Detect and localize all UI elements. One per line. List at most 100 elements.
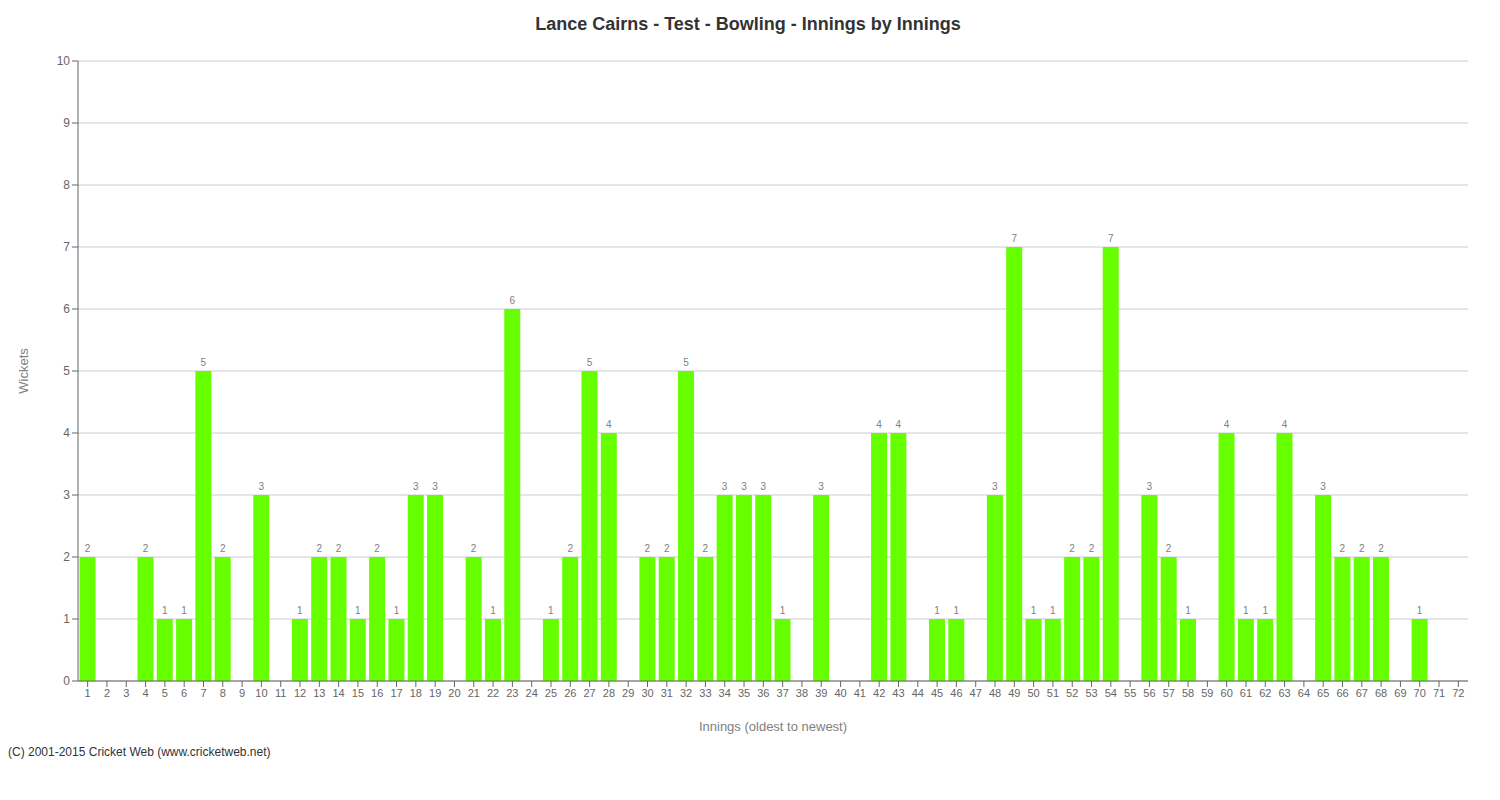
svg-text:55: 55 xyxy=(1124,687,1136,699)
svg-text:46: 46 xyxy=(950,687,962,699)
svg-text:7: 7 xyxy=(1011,233,1017,244)
svg-text:22: 22 xyxy=(487,687,499,699)
svg-text:2: 2 xyxy=(316,543,322,554)
svg-text:50: 50 xyxy=(1028,687,1040,699)
svg-text:Innings (oldest to newest): Innings (oldest to newest) xyxy=(699,719,847,734)
svg-text:35: 35 xyxy=(738,687,750,699)
svg-text:9: 9 xyxy=(239,687,245,699)
svg-text:2: 2 xyxy=(336,543,342,554)
svg-text:3: 3 xyxy=(432,481,438,492)
svg-text:2: 2 xyxy=(1069,543,1075,554)
svg-text:38: 38 xyxy=(796,687,808,699)
svg-text:1: 1 xyxy=(1243,605,1249,616)
svg-text:32: 32 xyxy=(680,687,692,699)
svg-text:61: 61 xyxy=(1240,687,1252,699)
svg-text:1: 1 xyxy=(181,605,187,616)
svg-text:68: 68 xyxy=(1375,687,1387,699)
svg-text:64: 64 xyxy=(1298,687,1310,699)
svg-text:1: 1 xyxy=(1185,605,1191,616)
svg-text:5: 5 xyxy=(587,357,593,368)
svg-text:1: 1 xyxy=(490,605,496,616)
svg-text:4: 4 xyxy=(1224,419,1230,430)
svg-text:1: 1 xyxy=(934,605,940,616)
svg-text:2: 2 xyxy=(471,543,477,554)
svg-text:1: 1 xyxy=(355,605,361,616)
svg-text:1: 1 xyxy=(297,605,303,616)
svg-text:1: 1 xyxy=(63,612,70,626)
svg-text:11: 11 xyxy=(275,687,286,699)
svg-text:49: 49 xyxy=(1008,687,1020,699)
svg-text:26: 26 xyxy=(564,687,576,699)
svg-text:69: 69 xyxy=(1394,687,1406,699)
svg-text:37: 37 xyxy=(777,687,789,699)
svg-text:5: 5 xyxy=(63,364,70,378)
svg-text:51: 51 xyxy=(1047,687,1059,699)
svg-text:30: 30 xyxy=(641,687,653,699)
svg-text:3: 3 xyxy=(1147,481,1153,492)
svg-text:41: 41 xyxy=(854,687,866,699)
svg-text:20: 20 xyxy=(448,687,460,699)
svg-text:67: 67 xyxy=(1356,687,1368,699)
svg-text:15: 15 xyxy=(352,687,364,699)
svg-text:43: 43 xyxy=(892,687,904,699)
svg-text:3: 3 xyxy=(818,481,824,492)
svg-text:23: 23 xyxy=(506,687,518,699)
svg-text:24: 24 xyxy=(526,687,538,699)
svg-text:31: 31 xyxy=(661,687,673,699)
svg-text:2: 2 xyxy=(1166,543,1172,554)
svg-text:45: 45 xyxy=(931,687,943,699)
svg-text:4: 4 xyxy=(63,426,70,440)
svg-text:58: 58 xyxy=(1182,687,1194,699)
svg-text:47: 47 xyxy=(970,687,982,699)
svg-text:28: 28 xyxy=(603,687,615,699)
svg-text:3: 3 xyxy=(1320,481,1326,492)
svg-text:19: 19 xyxy=(429,687,441,699)
svg-text:1: 1 xyxy=(1417,605,1423,616)
svg-text:27: 27 xyxy=(583,687,595,699)
svg-text:2: 2 xyxy=(143,543,149,554)
svg-text:25: 25 xyxy=(545,687,557,699)
svg-text:54: 54 xyxy=(1105,687,1117,699)
svg-text:5: 5 xyxy=(162,687,168,699)
svg-text:66: 66 xyxy=(1336,687,1348,699)
svg-text:1: 1 xyxy=(85,687,91,699)
svg-text:72: 72 xyxy=(1452,687,1464,699)
svg-text:53: 53 xyxy=(1085,687,1097,699)
svg-text:16: 16 xyxy=(371,687,383,699)
svg-text:4: 4 xyxy=(606,419,612,430)
svg-text:2: 2 xyxy=(1340,543,1346,554)
svg-text:34: 34 xyxy=(719,687,731,699)
svg-text:3: 3 xyxy=(259,481,265,492)
svg-text:59: 59 xyxy=(1201,687,1213,699)
svg-text:6: 6 xyxy=(509,295,515,306)
svg-text:1: 1 xyxy=(1262,605,1268,616)
svg-text:63: 63 xyxy=(1278,687,1290,699)
svg-text:2: 2 xyxy=(220,543,226,554)
svg-text:36: 36 xyxy=(757,687,769,699)
svg-text:4: 4 xyxy=(896,419,902,430)
svg-text:1: 1 xyxy=(1031,605,1037,616)
svg-text:71: 71 xyxy=(1433,687,1445,699)
svg-text:21: 21 xyxy=(468,687,480,699)
svg-text:1: 1 xyxy=(954,605,960,616)
svg-text:3: 3 xyxy=(413,481,419,492)
svg-text:7: 7 xyxy=(1108,233,1114,244)
svg-text:62: 62 xyxy=(1259,687,1271,699)
svg-text:5: 5 xyxy=(201,357,207,368)
svg-text:10: 10 xyxy=(255,687,267,699)
svg-text:18: 18 xyxy=(410,687,422,699)
svg-text:Wickets: Wickets xyxy=(16,348,31,394)
svg-text:40: 40 xyxy=(834,687,846,699)
svg-text:13: 13 xyxy=(313,687,325,699)
svg-text:2: 2 xyxy=(104,687,110,699)
svg-text:9: 9 xyxy=(63,116,70,130)
svg-text:1: 1 xyxy=(548,605,554,616)
svg-text:7: 7 xyxy=(63,240,70,254)
svg-text:8: 8 xyxy=(63,178,70,192)
svg-text:3: 3 xyxy=(741,481,747,492)
svg-text:4: 4 xyxy=(1282,419,1288,430)
svg-text:52: 52 xyxy=(1066,687,1078,699)
svg-text:60: 60 xyxy=(1221,687,1233,699)
svg-text:33: 33 xyxy=(699,687,711,699)
svg-text:1: 1 xyxy=(1050,605,1056,616)
